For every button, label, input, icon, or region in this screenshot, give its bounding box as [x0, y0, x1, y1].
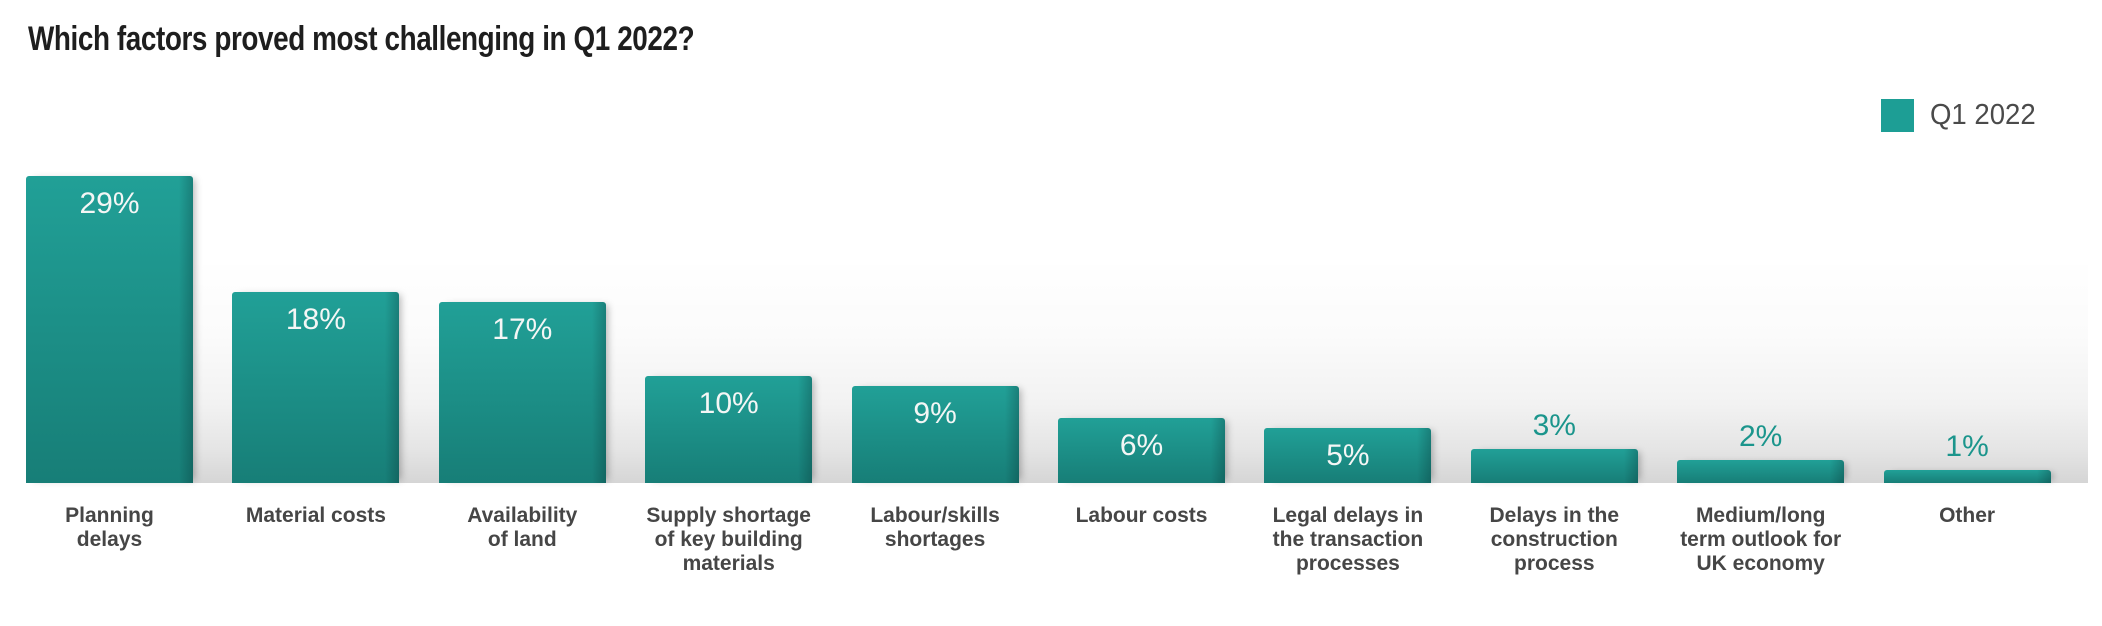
chart-title: Which factors proved most challenging in…	[28, 20, 695, 58]
category-label-line: Labour costs	[1075, 504, 1208, 527]
bar-value-label: 17%	[492, 313, 553, 346]
category-label-line: processes	[1295, 552, 1400, 575]
bar	[1058, 417, 1225, 483]
bar-value-label: 6%	[1119, 428, 1164, 462]
bar	[438, 302, 606, 483]
bar-value-label: 1%	[1945, 430, 1989, 463]
category-label-line: shortages	[884, 528, 986, 551]
category-label-line: materials	[682, 552, 775, 575]
category-label: Material costs	[212, 504, 420, 528]
legend: Q1 2022	[1881, 99, 2041, 132]
legend-swatch	[1881, 99, 1914, 132]
category-label-line: Labour/skills	[870, 504, 1000, 527]
category-label-line: Availability	[467, 504, 578, 527]
category-label: Delays in the construction process	[1450, 504, 1658, 576]
bar	[1677, 459, 1845, 483]
bar-value-label: 5%	[1326, 439, 1370, 472]
category-label: Medium/long term outlook for UK economy	[1657, 504, 1865, 576]
legend-label: Q1 2022	[1930, 99, 2036, 131]
bar	[1264, 428, 1432, 483]
category-label-line: Other	[1939, 504, 1996, 527]
bar-value-label: 2%	[1739, 419, 1783, 453]
bar	[1470, 449, 1638, 483]
category-label-line: of key building	[654, 528, 803, 551]
category-label-line: process	[1514, 552, 1595, 575]
category-label: Supply shortage of key building materials	[625, 504, 833, 576]
category-label: Planning delays	[6, 504, 214, 552]
bar-value-label: 18%	[285, 302, 346, 336]
category-label: Legal delays in the transaction processes	[1244, 504, 1452, 576]
bar	[26, 176, 193, 483]
category-label-line: term outlook for	[1680, 528, 1842, 551]
category-label: Other	[1863, 504, 2071, 528]
bar-value-label: 29%	[79, 187, 140, 220]
category-label-line: Legal delays in	[1272, 504, 1424, 527]
category-label-line: construction	[1490, 528, 1618, 551]
category-label-line: Delays in the	[1489, 504, 1620, 527]
category-label-line: Medium/long	[1695, 504, 1826, 527]
category-label: Availability of land	[418, 504, 626, 552]
category-label-line: the transaction	[1272, 528, 1424, 551]
bar-value-label: 3%	[1532, 409, 1576, 442]
category-label-line: of land	[487, 528, 557, 551]
category-label-line: delays	[76, 528, 143, 551]
bar-value-label: 10%	[698, 386, 759, 420]
category-label-line: Supply shortage	[646, 504, 811, 527]
category-label: Labour costs	[1038, 504, 1246, 528]
bar	[645, 375, 813, 483]
bar-value-label: 9%	[913, 397, 957, 430]
category-label-line: UK economy	[1696, 552, 1825, 575]
bar	[232, 291, 400, 483]
bar	[851, 386, 1019, 483]
category-label: Labour/skills shortages	[831, 504, 1039, 552]
bar	[1883, 470, 2051, 483]
category-label-line: Material costs	[245, 504, 386, 527]
category-label-line: Planning	[65, 504, 154, 527]
